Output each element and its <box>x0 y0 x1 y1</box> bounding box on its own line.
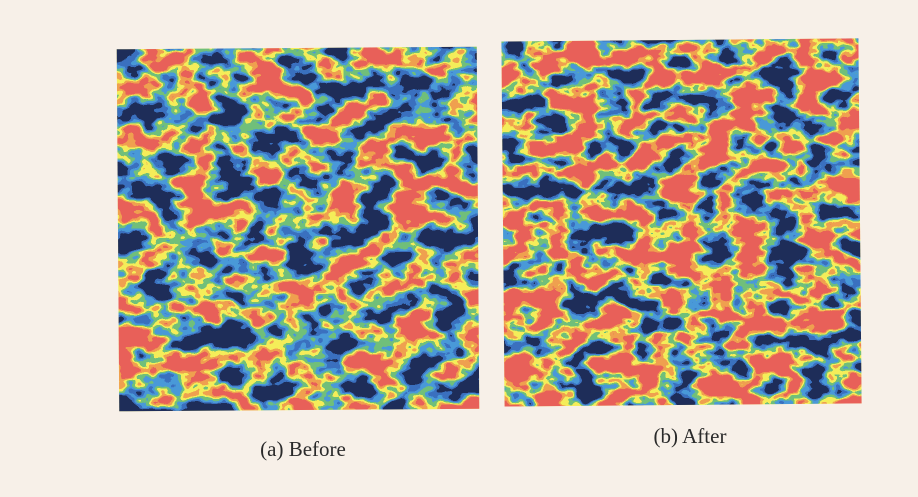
heatmap-image <box>117 47 480 412</box>
panel-b <box>501 38 861 406</box>
caption: (b) After <box>654 424 727 448</box>
panel-a <box>117 47 480 412</box>
figure: (a) Before (b) After <box>0 0 918 497</box>
caption: (a) Before <box>260 437 346 461</box>
heatmap-image <box>501 38 861 406</box>
